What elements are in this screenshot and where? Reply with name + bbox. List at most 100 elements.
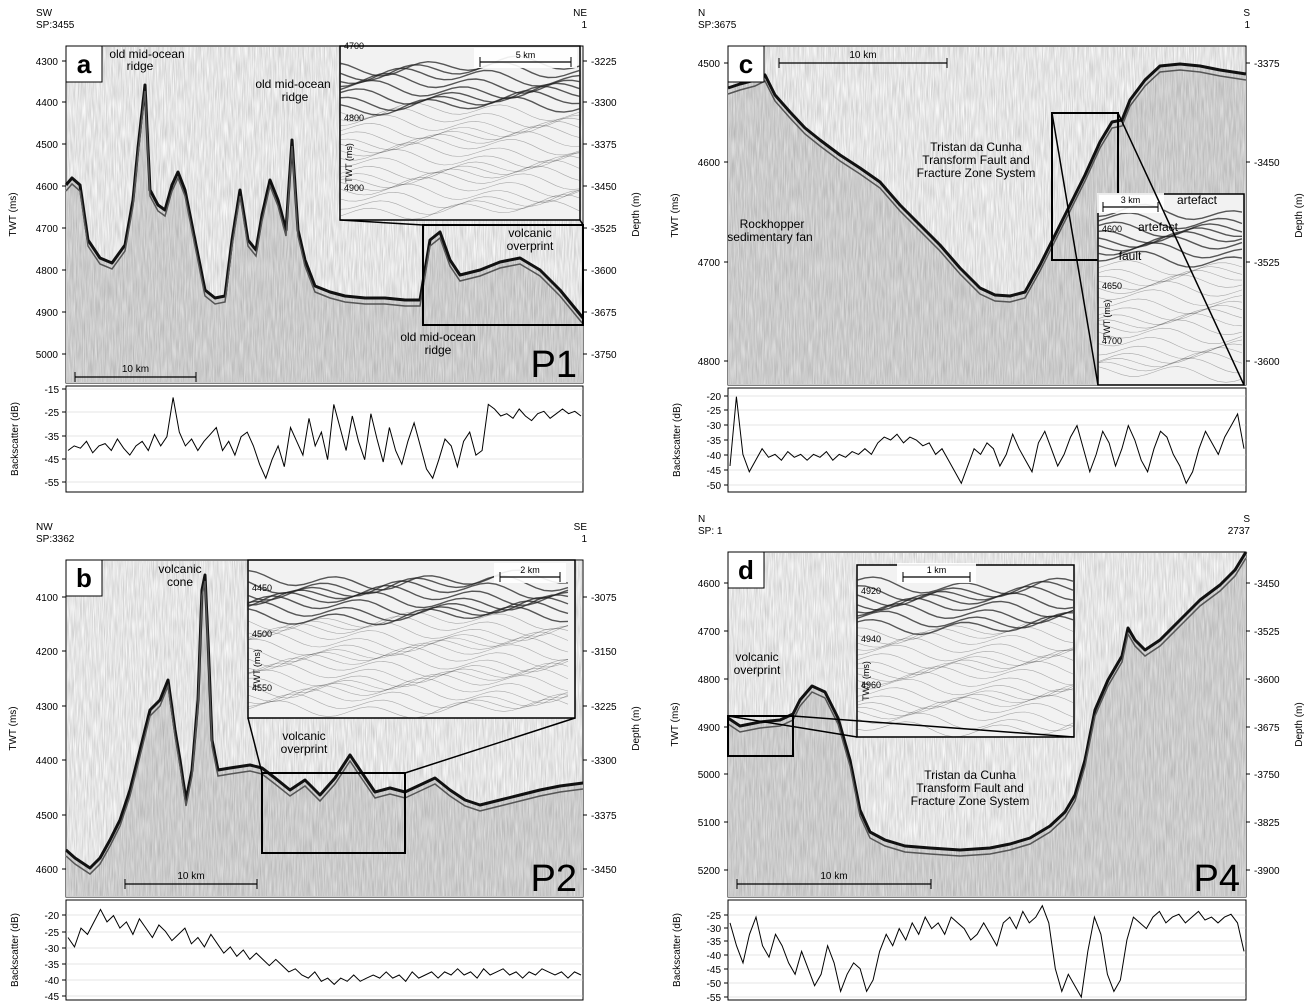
inset-twt-axis-label: TWT (ms) [1102,300,1112,340]
inset-reflector [1097,227,1242,244]
backscatter-tick-label: -35 [707,436,722,447]
inset-twt-tick-label: 4650 [1102,281,1122,291]
twt-tick-label: 4800 [36,266,59,277]
inset-twt-tick-label: 4500 [252,629,272,639]
inset-reflector [856,671,1074,693]
right-direction-label: SE [574,522,588,533]
inset-reflector [856,700,1074,718]
backscatter-tick-label: -20 [45,911,60,922]
depth-tick-label: -3600 [1254,675,1280,686]
backscatter-tick-label: -25 [707,406,722,417]
depth-tick-label: -3750 [591,350,617,361]
inset-connector [247,717,263,774]
twt-tick-label: 4700 [698,627,721,638]
inset-reflector [247,622,569,642]
backscatter-tick-label: -35 [707,937,722,948]
panel-letter: d [738,555,754,585]
inset-reflector [247,677,569,699]
depth-tick-label: -3150 [591,647,617,658]
inset-reflector [856,688,1074,710]
inset-reflector [856,649,1074,669]
backscatter-tick-label: -40 [707,951,722,962]
profile-label: P4 [1194,858,1240,900]
inset-connector [579,219,584,226]
inset-reflector [339,107,581,129]
twt-tick-label: 4100 [36,593,59,604]
inset-reflector [339,165,581,185]
inset-reflector [339,159,581,181]
backscatter-tick-label: -35 [45,432,60,443]
inset-panel [856,564,1075,738]
twt-tick-label: 4600 [36,182,59,193]
depth-axis-label: Depth (m) [631,706,642,750]
inset-reflector [247,698,569,719]
twt-tick-label: 4200 [36,647,59,658]
inset-reflector [339,124,581,146]
inset-reflector [1097,242,1243,259]
inset-reflector [247,693,568,714]
depth-tick-label: -3675 [1254,723,1280,734]
inset-reflector [856,576,1074,595]
inset-reflector [339,176,581,198]
annotation-label: volcanic cone [158,562,201,589]
twt-tick-label: 4500 [36,140,59,151]
inset-twt-axis-label: TWT (ms) [252,649,262,689]
panel-letter: c [739,49,753,79]
backscatter-tick-label: -25 [707,911,722,922]
inset-reflector [856,626,1074,645]
inset-reflector [339,79,581,100]
inset-scale-label: 2 km [520,565,540,575]
inset-reflector [339,183,581,203]
zoom-box [422,224,584,326]
depth-tick-label: -3525 [591,224,617,235]
inset-reflector [856,694,1074,714]
inset-twt-tick-label: 4550 [252,683,272,693]
annotation-label: old mid-ocean ridge [109,47,184,73]
subbottom-reflector [727,557,1247,857]
twt-tick-label: 4500 [698,59,721,70]
scale-bar-label: 10 km [820,871,847,882]
depth-tick-label: -3450 [591,182,617,193]
inset-reflector [1097,298,1243,315]
twt-tick-label: 5100 [698,818,721,829]
inset-scale-label: 1 km [927,565,947,575]
backscatter-tick-label: -25 [45,928,60,939]
seafloor-reflector [727,551,1248,852]
twt-tick-label: 5000 [36,350,59,361]
inset-reflector [856,597,1074,618]
inset-reflector [247,647,569,668]
inset-connector [792,715,1075,738]
twt-tick-label: 4900 [36,308,59,319]
backscatter-tick-label: -45 [45,455,60,466]
twt-tick-label: 4800 [698,357,721,368]
left-direction-label: N [698,514,705,525]
inset-reflector [339,142,581,163]
seafloor-reflector [65,573,584,870]
inset-reflector [339,72,581,94]
left-shotpoint-label: SP: 1 [698,526,723,537]
left-direction-label: N [698,8,705,19]
inset-reflector [339,67,581,87]
inset-scale-backing [494,563,566,583]
zoom-box [727,715,794,757]
backscatter-tick-label: -30 [707,421,722,432]
inset-reflector [339,137,581,156]
inset-reflector [856,666,1074,686]
inset-reflector [247,684,569,704]
backscatter-tick-label: -15 [45,385,60,396]
inset-scale-backing [474,48,577,68]
twt-tick-label: 4300 [36,702,59,713]
annotation-label: volcanic overprint [507,226,554,253]
backscatter-axis-label: Backscatter (dB) [672,913,683,987]
inset-twt-tick-label: 4600 [1102,224,1122,234]
twt-tick-label: 4600 [698,579,721,590]
panel-letter-box [727,45,765,83]
inset-twt-tick-label: 4800 [344,113,364,123]
twt-axis-label: TWT (ms) [670,702,681,746]
profile-label: P1 [531,344,577,386]
annotation-label: fault [1119,249,1142,263]
depth-tick-label: -3450 [591,865,617,876]
backscatter-tick-label: -20 [707,392,722,403]
annotation-label: old mid-ocean ridge [400,330,475,357]
scale-bar-label: 10 km [177,871,204,882]
